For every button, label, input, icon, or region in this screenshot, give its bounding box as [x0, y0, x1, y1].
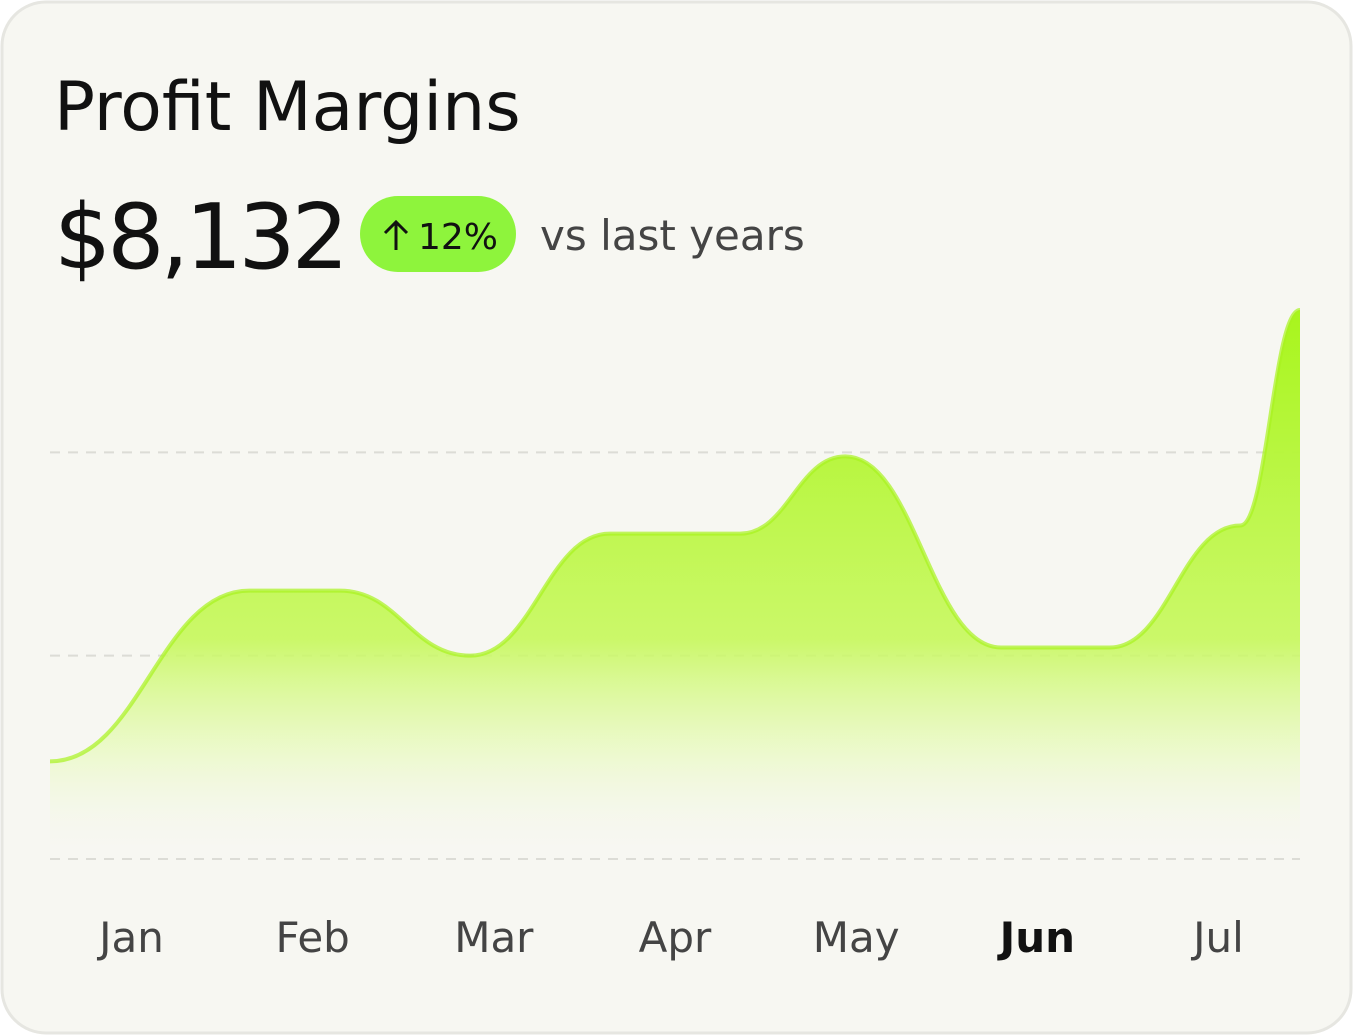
x-tick-label: Jul [1190, 913, 1244, 962]
x-tick-label: Jun [997, 913, 1075, 962]
x-tick-label: May [813, 913, 900, 962]
area-edge [49, 308, 1301, 764]
x-tick-label: Feb [275, 913, 349, 962]
x-tick-label: Jan [96, 913, 164, 962]
comparison: vs last years [540, 211, 805, 260]
area [50, 310, 1300, 859]
title: Profit Margins [54, 68, 521, 147]
arrow-up-icon [383, 219, 409, 250]
change-value: 12% [418, 217, 498, 258]
amount: $8,132 [54, 185, 345, 290]
x-tick-label: Mar [454, 913, 534, 962]
change-badge [360, 196, 516, 272]
x-tick-label: Apr [639, 913, 712, 962]
